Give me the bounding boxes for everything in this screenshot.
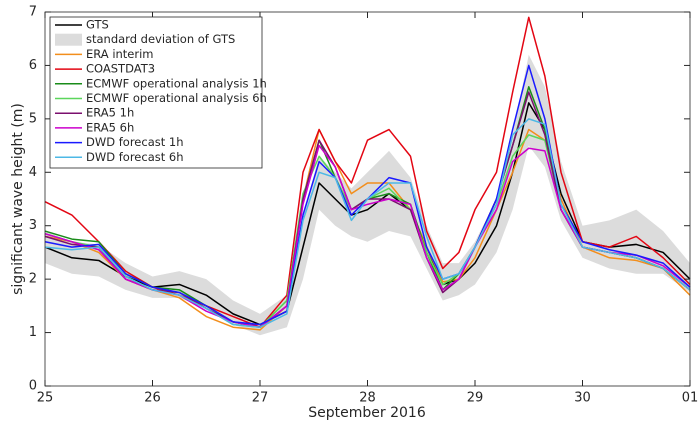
x-axis-label: September 2016 xyxy=(308,405,426,421)
legend-label: ECMWF operational analysis 1h xyxy=(86,76,267,90)
y-tick-label: 2 xyxy=(29,272,37,287)
legend-label: COASTDAT3 xyxy=(86,62,155,76)
x-tick-label: 29 xyxy=(467,391,484,406)
y-tick-label: 3 xyxy=(29,218,37,233)
x-tick-label: 27 xyxy=(252,391,269,406)
y-tick-label: 6 xyxy=(29,58,37,73)
y-tick-label: 0 xyxy=(29,379,37,394)
legend-label: DWD forecast 1h xyxy=(86,135,184,149)
legend-label: GTS xyxy=(86,18,109,32)
legend-label: ERA interim xyxy=(86,47,154,61)
legend-label: ECMWF operational analysis 6h xyxy=(86,91,267,105)
series-line xyxy=(44,118,691,328)
x-tick-label: 01 xyxy=(682,391,699,406)
x-tick-label: 25 xyxy=(37,391,54,406)
y-tick-label: 1 xyxy=(29,325,37,340)
legend-label: ERA5 1h xyxy=(86,106,134,120)
y-tick-label: 5 xyxy=(29,111,37,126)
legend-box xyxy=(49,16,263,169)
x-tick-label: 28 xyxy=(359,391,376,406)
legend-swatch xyxy=(55,33,82,46)
y-tick-label: 4 xyxy=(29,165,37,180)
legend-label: DWD forecast 6h xyxy=(86,150,184,164)
legend-label: standard deviation of GTS xyxy=(86,32,235,46)
std-band xyxy=(45,54,690,336)
y-axis-label: significant wave height (m) xyxy=(10,103,26,295)
x-tick-label: 30 xyxy=(574,391,591,406)
y-tick-label: 7 xyxy=(29,5,37,20)
x-tick-label: 26 xyxy=(144,391,161,406)
legend-label: ERA5 6h xyxy=(86,120,134,134)
